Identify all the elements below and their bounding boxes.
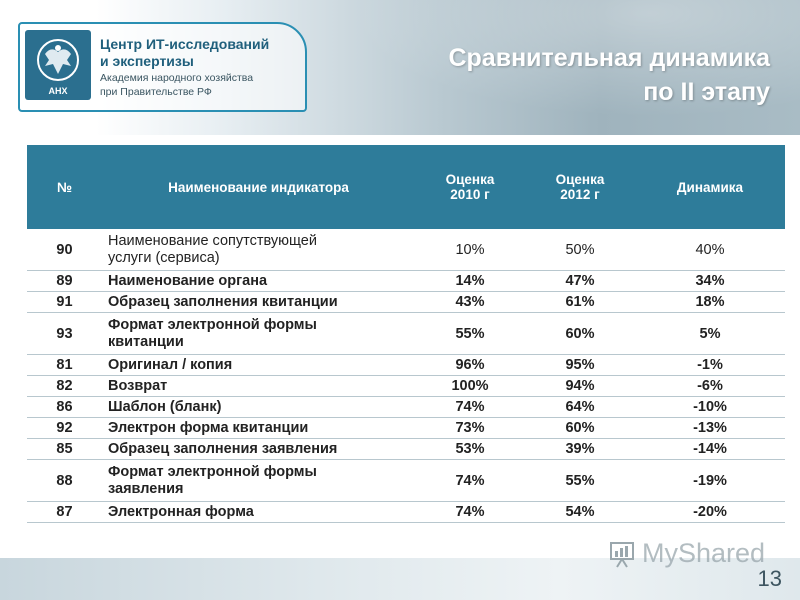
header-dynamics: Динамика	[635, 145, 785, 229]
row-score-2010: 74%	[415, 459, 525, 502]
row-score-2012: 54%	[525, 501, 635, 523]
table-row: 82 Возврат 100% 94% -6%	[27, 375, 785, 397]
row-score-2010: 10%	[415, 229, 525, 271]
row-num: 91	[27, 291, 102, 313]
row-num: 86	[27, 396, 102, 418]
presentation-board-icon	[608, 540, 638, 570]
row-dynamics: -1%	[635, 354, 785, 376]
org-subtitle-line1: Академия народного хозяйства	[100, 72, 254, 84]
row-name: Образец заполнения заявления	[102, 438, 415, 460]
table-row: 86 Шаблон (бланк) 74% 64% -10%	[27, 396, 785, 418]
row-name: Образец заполнения квитанции	[102, 291, 415, 313]
emblem-label: АНХ	[48, 86, 67, 96]
page-number: 13	[757, 566, 782, 591]
row-num: 88	[27, 459, 102, 502]
table-header-row: № Наименование индикатора Оценка 2010 г …	[27, 145, 785, 229]
table-row: 87 Электронная форма 74% 54% -20%	[27, 501, 785, 523]
table-row: 89 Наименование органа 14% 47% 34%	[27, 270, 785, 292]
row-num: 81	[27, 354, 102, 376]
indicators-table: № Наименование индикатора Оценка 2010 г …	[27, 145, 785, 523]
watermark-text: MyShared	[642, 538, 766, 568]
row-score-2012: 55%	[525, 459, 635, 502]
header-num: №	[27, 145, 102, 229]
row-dynamics: 5%	[635, 312, 785, 355]
row-name-line1: Наименование сопутствующей	[108, 232, 317, 249]
row-name-line1: Формат электронной формы	[108, 316, 317, 333]
row-dynamics: 34%	[635, 270, 785, 292]
header-score-2010-line1: Оценка	[445, 172, 495, 187]
org-name-line2: и экспертизы	[100, 53, 194, 69]
row-score-2010: 74%	[415, 501, 525, 523]
row-dynamics: -10%	[635, 396, 785, 418]
org-name-line1: Центр ИТ-исследований	[100, 36, 270, 52]
row-score-2012: 95%	[525, 354, 635, 376]
header-name: Наименование индикатора	[102, 145, 415, 229]
row-num: 82	[27, 375, 102, 397]
row-score-2010: 14%	[415, 270, 525, 292]
row-score-2012: 60%	[525, 312, 635, 355]
row-score-2010: 74%	[415, 396, 525, 418]
row-score-2010: 100%	[415, 375, 525, 397]
table-row: 93 Формат электронной формы квитанции 55…	[27, 312, 785, 355]
eagle-emblem-icon: АНХ	[25, 30, 91, 100]
row-name: Электронная форма	[102, 501, 415, 523]
table-row: 91 Образец заполнения квитанции 43% 61% …	[27, 291, 785, 313]
row-score-2012: 60%	[525, 417, 635, 439]
row-score-2012: 39%	[525, 438, 635, 460]
slide-title-line1: Сравнительная динамика	[448, 44, 770, 72]
row-num: 89	[27, 270, 102, 292]
row-score-2010: 73%	[415, 417, 525, 439]
row-score-2012: 61%	[525, 291, 635, 313]
org-subtitle-line2: при Правительстве РФ	[100, 86, 212, 98]
row-name: Электрон форма квитанции	[102, 417, 415, 439]
row-score-2010: 53%	[415, 438, 525, 460]
row-name-line2: квитанции	[108, 333, 184, 350]
row-dynamics: 18%	[635, 291, 785, 313]
row-num: 87	[27, 501, 102, 523]
footer-band	[0, 558, 800, 600]
row-name: Шаблон (бланк)	[102, 396, 415, 418]
header-score-2010: Оценка 2010 г	[415, 145, 525, 229]
row-name: Наименование сопутствующей услуги (серви…	[102, 229, 415, 271]
table-row: 92 Электрон форма квитанции 73% 60% -13%	[27, 417, 785, 439]
table-row: 81 Оригинал / копия 96% 95% -1%	[27, 354, 785, 376]
header-score-2012-line2: 2012 г	[560, 187, 600, 202]
row-dynamics: -6%	[635, 375, 785, 397]
row-dynamics: -19%	[635, 459, 785, 502]
row-dynamics: -14%	[635, 438, 785, 460]
row-dynamics: 40%	[635, 229, 785, 271]
row-name-line2: заявления	[108, 480, 184, 497]
row-name: Формат электронной формы заявления	[102, 459, 415, 502]
row-name-line1: Формат электронной формы	[108, 463, 317, 480]
table-row: 90 Наименование сопутствующей услуги (се…	[27, 229, 785, 271]
row-score-2012: 47%	[525, 270, 635, 292]
row-score-2012: 94%	[525, 375, 635, 397]
row-score-2010: 43%	[415, 291, 525, 313]
row-score-2010: 55%	[415, 312, 525, 355]
row-score-2012: 50%	[525, 229, 635, 271]
row-score-2010: 96%	[415, 354, 525, 376]
row-dynamics: -13%	[635, 417, 785, 439]
row-num: 85	[27, 438, 102, 460]
row-name-line2: услуги (сервиса)	[108, 249, 220, 266]
header-banner	[0, 0, 800, 135]
row-score-2012: 64%	[525, 396, 635, 418]
header-score-2012-line1: Оценка	[555, 172, 605, 187]
row-name: Формат электронной формы квитанции	[102, 312, 415, 355]
row-name: Наименование органа	[102, 270, 415, 292]
row-num: 92	[27, 417, 102, 439]
row-num: 93	[27, 312, 102, 355]
slide-title-line2: по II этапу	[643, 78, 770, 106]
row-num: 90	[27, 229, 102, 271]
table-row: 85 Образец заполнения заявления 53% 39% …	[27, 438, 785, 460]
header-score-2010-line2: 2010 г	[450, 187, 490, 202]
row-dynamics: -20%	[635, 501, 785, 523]
row-name: Возврат	[102, 375, 415, 397]
row-name: Оригинал / копия	[102, 354, 415, 376]
table-row: 88 Формат электронной формы заявления 74…	[27, 459, 785, 502]
header-score-2012: Оценка 2012 г	[525, 145, 635, 229]
